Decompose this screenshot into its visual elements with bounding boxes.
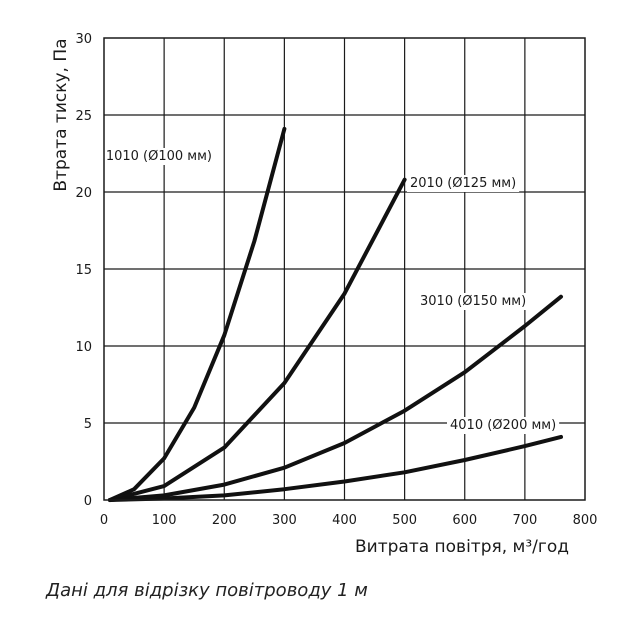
x-tick-label: 600 [452, 513, 477, 528]
x-tick-label: 400 [332, 513, 357, 528]
y-tick-label: 20 [75, 186, 92, 201]
series-line [108, 177, 407, 502]
y-tick-label: 30 [75, 32, 92, 47]
series-label: 4010 (Ø200 мм) [450, 418, 556, 433]
plot-frame [103, 37, 586, 501]
y-tick-label: 0 [84, 494, 92, 509]
x-tick-label: 100 [152, 513, 177, 528]
x-axis-title: Витрата повітря, м³/год [355, 537, 569, 557]
series-line [108, 126, 287, 502]
grid [104, 38, 585, 500]
series-labels: 1010 (Ø100 мм) 2010 (Ø125 мм) 3010 (Ø150 м… [102, 148, 560, 434]
series-line [108, 434, 563, 502]
y-tick-label: 5 [84, 417, 92, 432]
pressure-loss-chart: 0 100 200 300 400 500 600 700 800 0 5 10 15 20 25 30 1… [51, 32, 598, 557]
series-label-background [417, 293, 530, 310]
series-label: 3010 (Ø150 мм) [420, 294, 526, 309]
x-axis-ticks: 0 100 200 300 400 500 600 700 800 [100, 513, 598, 528]
series-label: 1010 (Ø100 мм) [106, 149, 212, 164]
y-axis-title: Втрата тиску, Па [51, 38, 71, 191]
series-label-background [407, 175, 520, 192]
y-axis-ticks: 0 5 10 15 20 25 30 [75, 32, 92, 509]
x-tick-label: 300 [272, 513, 297, 528]
y-tick-label: 10 [75, 340, 92, 355]
x-tick-label: 0 [100, 513, 108, 528]
series-label: 2010 (Ø125 мм) [410, 176, 516, 191]
x-tick-label: 700 [512, 513, 537, 528]
series-label-background [102, 148, 215, 165]
y-tick-label: 15 [75, 263, 92, 278]
y-tick-label: 25 [75, 109, 92, 124]
chart-caption: Дані для відрізку повітроводу 1 м [46, 580, 368, 601]
x-tick-label: 800 [573, 513, 598, 528]
series-group [108, 126, 563, 502]
series-line [108, 294, 563, 502]
x-tick-label: 200 [212, 513, 237, 528]
series-label-background [447, 417, 560, 434]
x-tick-label: 500 [392, 513, 417, 528]
